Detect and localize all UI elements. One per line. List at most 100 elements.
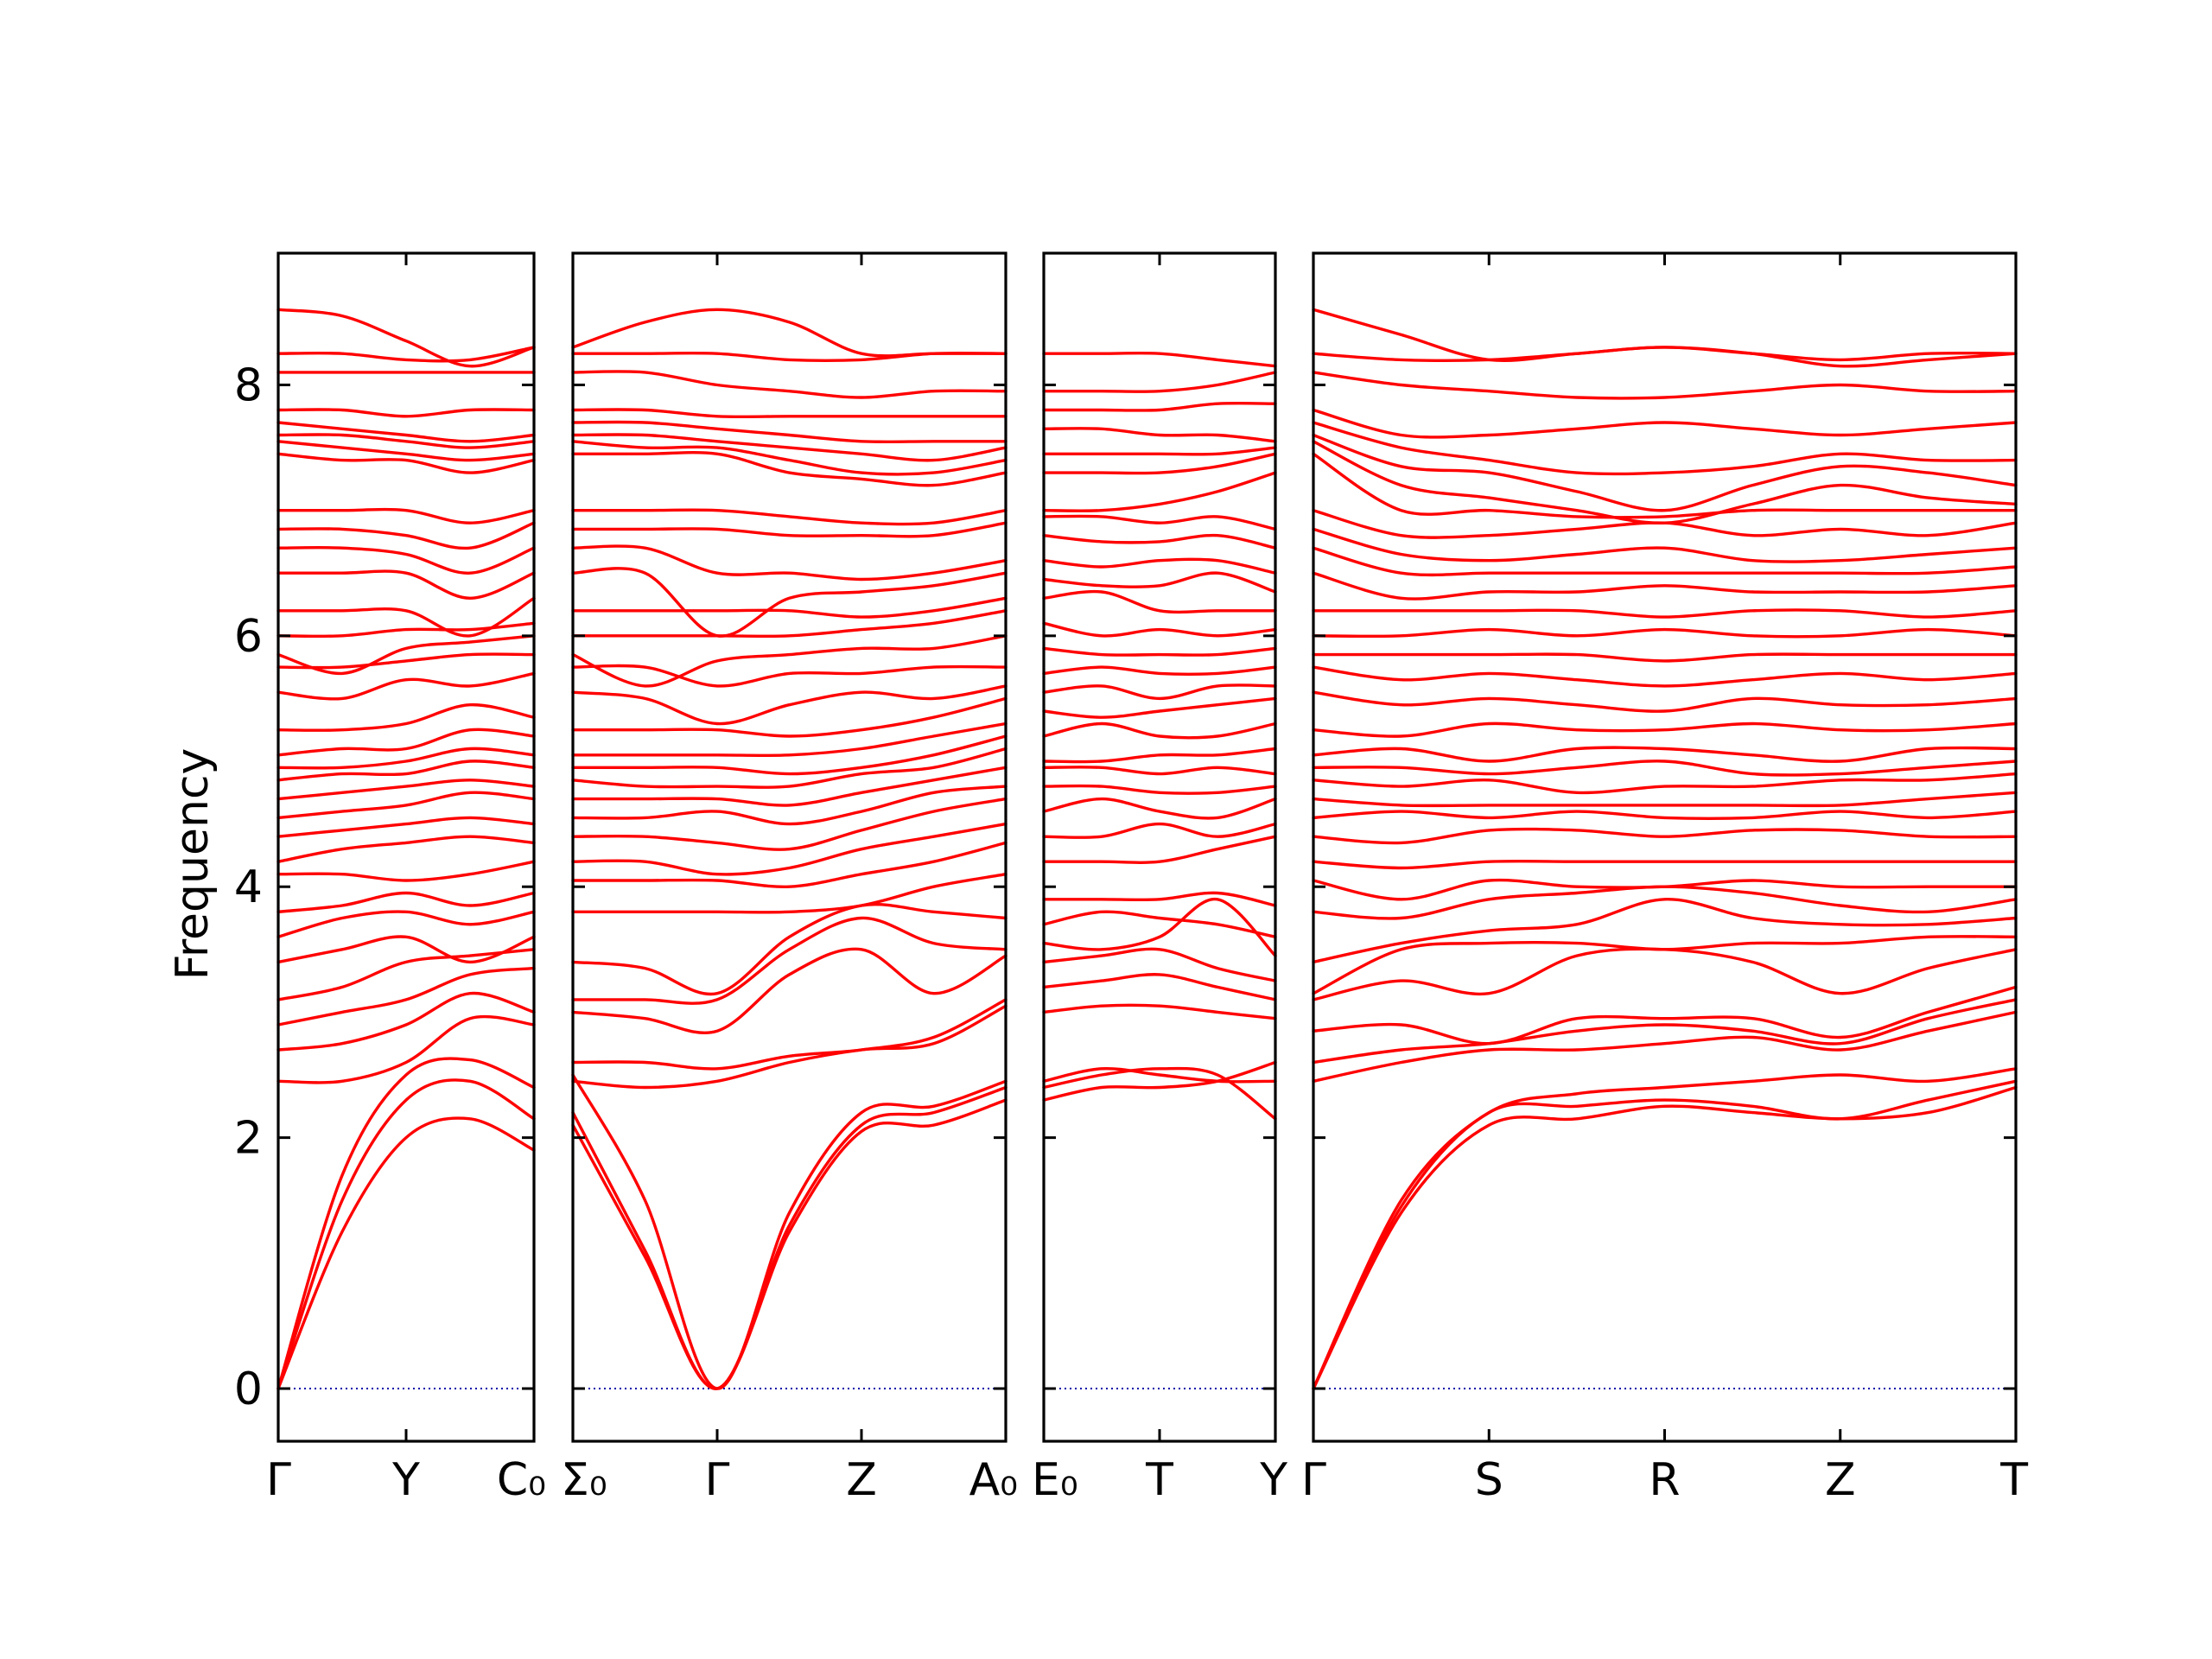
- phonon-branch: [276, 521, 536, 550]
- phonon-branch: [571, 684, 1007, 726]
- phonon-branch: [1312, 827, 2018, 845]
- phonon-branch: [1042, 910, 1277, 938]
- phonon-branch: [1312, 898, 2018, 964]
- phonon-branch: [1042, 696, 1277, 719]
- phonon-branch: [571, 822, 1007, 876]
- phonon-branch: [571, 433, 1007, 462]
- phonon-branch: [1042, 371, 1277, 393]
- phonon-branch: [1312, 772, 2018, 795]
- phonon-branch: [571, 521, 1007, 538]
- phonon-branch: [1042, 571, 1277, 594]
- phonon-branch: [276, 408, 536, 418]
- phonon-branch: [571, 1098, 1007, 1390]
- phonon-branch: [276, 1116, 536, 1390]
- phonon-branch: [571, 609, 1007, 639]
- phonon-branch: [1312, 1079, 2018, 1390]
- phonon-branch: [1042, 797, 1277, 820]
- phonon-branch: [276, 440, 536, 462]
- phonon-branch: [1312, 1067, 2018, 1390]
- phonon-branch: [276, 1078, 536, 1390]
- phonon-branch: [1312, 546, 2018, 577]
- phonon-branch: [571, 451, 1007, 487]
- panel-frame: [276, 251, 536, 1443]
- phonon-branch: [571, 734, 1007, 776]
- y-tick-label: 6: [234, 611, 263, 663]
- phonon-branch: [276, 671, 536, 701]
- y-tick-label: 0: [234, 1363, 263, 1415]
- x-tick-label: A₀: [969, 1454, 1018, 1506]
- phonon-branch: [276, 545, 536, 575]
- phonon-branch: [1042, 947, 1277, 982]
- phonon-branch: [1042, 589, 1277, 614]
- phonon-branch: [276, 760, 536, 782]
- phonon-branch: [1042, 747, 1277, 764]
- phonon-branch: [1042, 683, 1277, 701]
- phonon-branch: [276, 507, 536, 524]
- phonon-branch: [276, 452, 536, 474]
- phonon-branch: [1042, 891, 1277, 907]
- phonon-branch: [1312, 810, 2018, 820]
- phonon-branch: [1042, 665, 1277, 676]
- phonon-branch: [571, 408, 1007, 419]
- x-tick-label: Σ₀: [561, 1454, 607, 1506]
- y-tick-label: 8: [234, 359, 263, 411]
- y-tick-label: 4: [234, 861, 263, 913]
- phonon-branch: [1312, 571, 2018, 601]
- x-tick-label: E₀: [1032, 1454, 1078, 1506]
- band-panel-2: Σ₀ Γ Z A₀: [561, 251, 1018, 1506]
- phonon-branch: [571, 785, 1007, 826]
- phonon-branch: [276, 966, 536, 1027]
- phonon-branch: [1312, 998, 2018, 1065]
- phonon-branch: [1312, 1085, 2018, 1390]
- phonon-branch: [1312, 308, 2018, 368]
- phonon-branch: [1312, 627, 2018, 639]
- x-tick-label: Γ: [266, 1454, 291, 1506]
- x-tick-label: Z: [1825, 1454, 1856, 1506]
- phonon-branch: [276, 569, 536, 600]
- phonon-branch: [571, 747, 1007, 789]
- phonon-branch: [571, 634, 1007, 688]
- phonon-branch: [1042, 1003, 1277, 1020]
- phonon-branch: [1312, 527, 2018, 563]
- phonon-branch: [276, 652, 536, 670]
- phonon-branch: [571, 664, 1007, 688]
- x-tick-label: Y: [1259, 1454, 1287, 1506]
- phonon-branch: [276, 346, 536, 363]
- phonon-branch: [276, 702, 536, 732]
- x-tick-label: C₀: [497, 1454, 546, 1506]
- phonon-branch: [571, 508, 1007, 526]
- panel-frame: [571, 251, 1007, 1443]
- phonon-branch: [1312, 665, 2018, 688]
- phonon-branch: [276, 421, 536, 443]
- phonon-branch: [571, 916, 1007, 1005]
- phonon-branch: [276, 935, 536, 964]
- phonon-branch: [1312, 608, 2018, 619]
- phonon-branch: [1042, 452, 1277, 475]
- phonon-branch: [571, 308, 1007, 358]
- phonon-branch: [1312, 947, 2018, 1001]
- phonon-branch: [571, 998, 1007, 1071]
- phonon-branch: [1042, 835, 1277, 864]
- y-tick-label: 2: [234, 1113, 263, 1165]
- phonon-branch: [1042, 446, 1277, 456]
- phonon-branch: [1042, 1066, 1277, 1121]
- phonon-branch: [1042, 427, 1277, 443]
- x-tick-label: Γ: [705, 1454, 730, 1506]
- phonon-branch: [276, 1014, 536, 1084]
- phonon-branch: [1042, 351, 1277, 368]
- phonon-branch: [571, 440, 1007, 476]
- phonon-branch: [1312, 440, 2018, 524]
- x-tick-label: Y: [391, 1454, 420, 1506]
- phonon-branch: [1312, 433, 2018, 512]
- phonon-branch: [276, 860, 536, 882]
- x-tick-label: Γ: [1301, 1454, 1326, 1506]
- x-tick-label: R: [1649, 1454, 1680, 1506]
- phonon-branch: [571, 797, 1007, 851]
- phonon-branch: [276, 835, 536, 863]
- phonon-branch: [571, 596, 1007, 619]
- phonon-branch: [571, 544, 1007, 582]
- phonon-branch: [1312, 859, 2018, 870]
